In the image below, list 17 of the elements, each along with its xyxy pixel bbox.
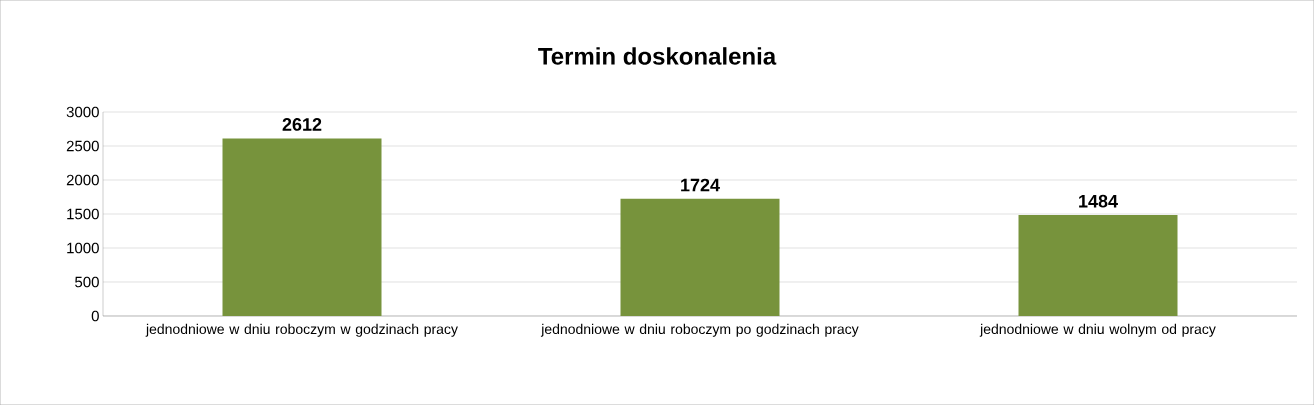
y-tick-label: 3000 — [66, 106, 99, 118]
y-tick-label: 500 — [75, 276, 99, 288]
data-label: 1724 — [681, 178, 720, 192]
data-label: 2612 — [282, 118, 322, 131]
bar — [222, 138, 382, 316]
x-tick-label: jednodniowe w dniu roboczym po godzinach pracy — [540, 323, 859, 337]
x-tick-label: jednodniowe w dniu wolnym od pracy — [979, 323, 1216, 337]
bar — [620, 198, 780, 316]
bar — [1018, 215, 1178, 316]
x-tick-label: jednodniowe w dniu roboczym w godzinach pracy — [145, 323, 458, 337]
y-tick-label: 2000 — [66, 174, 99, 186]
y-tick-label: 1000 — [67, 242, 99, 254]
y-tick-label: 0 — [91, 310, 99, 322]
chart-title: Termin doskonalenia — [538, 47, 777, 65]
data-label: 1484 — [1079, 194, 1118, 208]
y-tick-label: 1500 — [67, 208, 99, 220]
y-tick-label: 2500 — [66, 140, 99, 152]
